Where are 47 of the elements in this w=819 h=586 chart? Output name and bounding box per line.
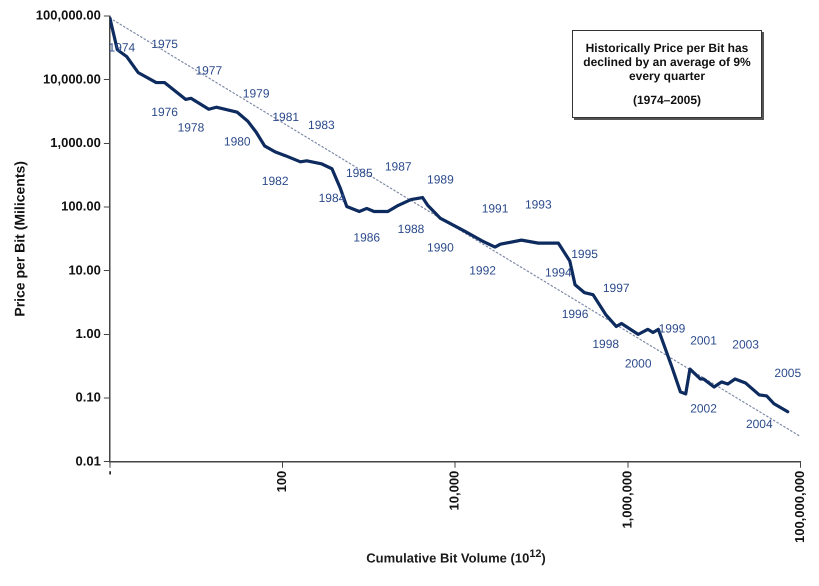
annotation: 1980 [224, 134, 251, 149]
x-tick-label: 100 [274, 470, 290, 492]
annotation: 2000 [624, 356, 652, 371]
annotation: 1991 [482, 201, 509, 216]
annotation: 2003 [732, 337, 760, 352]
annotation: 1989 [427, 172, 454, 187]
annotation: Historically Price per Bit has declined by an average of 9% every quarter [582, 41, 752, 83]
y-tick-label: 10.00 [68, 262, 101, 278]
annotation: 1996 [562, 307, 589, 322]
annotation: (1974–2005) [632, 93, 702, 107]
y-tick-label: 0.10 [76, 390, 101, 405]
annotation: 1986 [353, 230, 380, 245]
x-axis-title: Cumulative Bit Volume (10$^{12}$) [365, 548, 547, 566]
y-axis-title: Price per Bit (Milicents) [11, 161, 28, 317]
annotation: 1995 [571, 247, 598, 262]
annotation: 1993 [524, 197, 552, 212]
annotation: 1992 [469, 263, 496, 278]
y-tick-label: 100.00 [61, 198, 101, 214]
x-tick-label: 10,000 [446, 470, 462, 510]
annotation: 1983 [308, 118, 336, 132]
annotation: 2005 [774, 366, 802, 380]
y-tick-label: 100,000.00 [36, 8, 101, 23]
annotation: 1976 [151, 104, 178, 119]
annotation: 1987 [384, 160, 412, 174]
y-tick-label: 1,000.00 [50, 134, 101, 150]
x-tick-label: 1,000,000 [619, 470, 634, 529]
x-tick-label: - [101, 470, 116, 476]
annotation: 1975 [151, 36, 178, 51]
annotation: 1978 [178, 120, 205, 135]
annotation: 1990 [427, 240, 454, 255]
annotation: 1997 [602, 280, 630, 295]
y-tick-label: 1.00 [76, 326, 101, 341]
y-tick-label: 0.01 [76, 453, 101, 468]
annotation: 2001 [690, 333, 718, 348]
annotation: 2004 [746, 417, 773, 432]
annotation: 1994 [545, 265, 572, 280]
y-tick-label: 10,000.00 [43, 71, 101, 86]
annotation: 1988 [398, 222, 425, 236]
annotation: 2002 [690, 401, 718, 416]
annotation: 1979 [242, 86, 270, 100]
x-tick-label: 100,000,000 [792, 470, 807, 544]
annotation: 1985 [346, 166, 373, 180]
annotation: 1999 [658, 321, 686, 336]
annotation: 1998 [592, 336, 620, 351]
annotation: 1981 [272, 110, 300, 124]
annotation: 1977 [195, 64, 222, 78]
annotation: 1982 [262, 174, 289, 188]
